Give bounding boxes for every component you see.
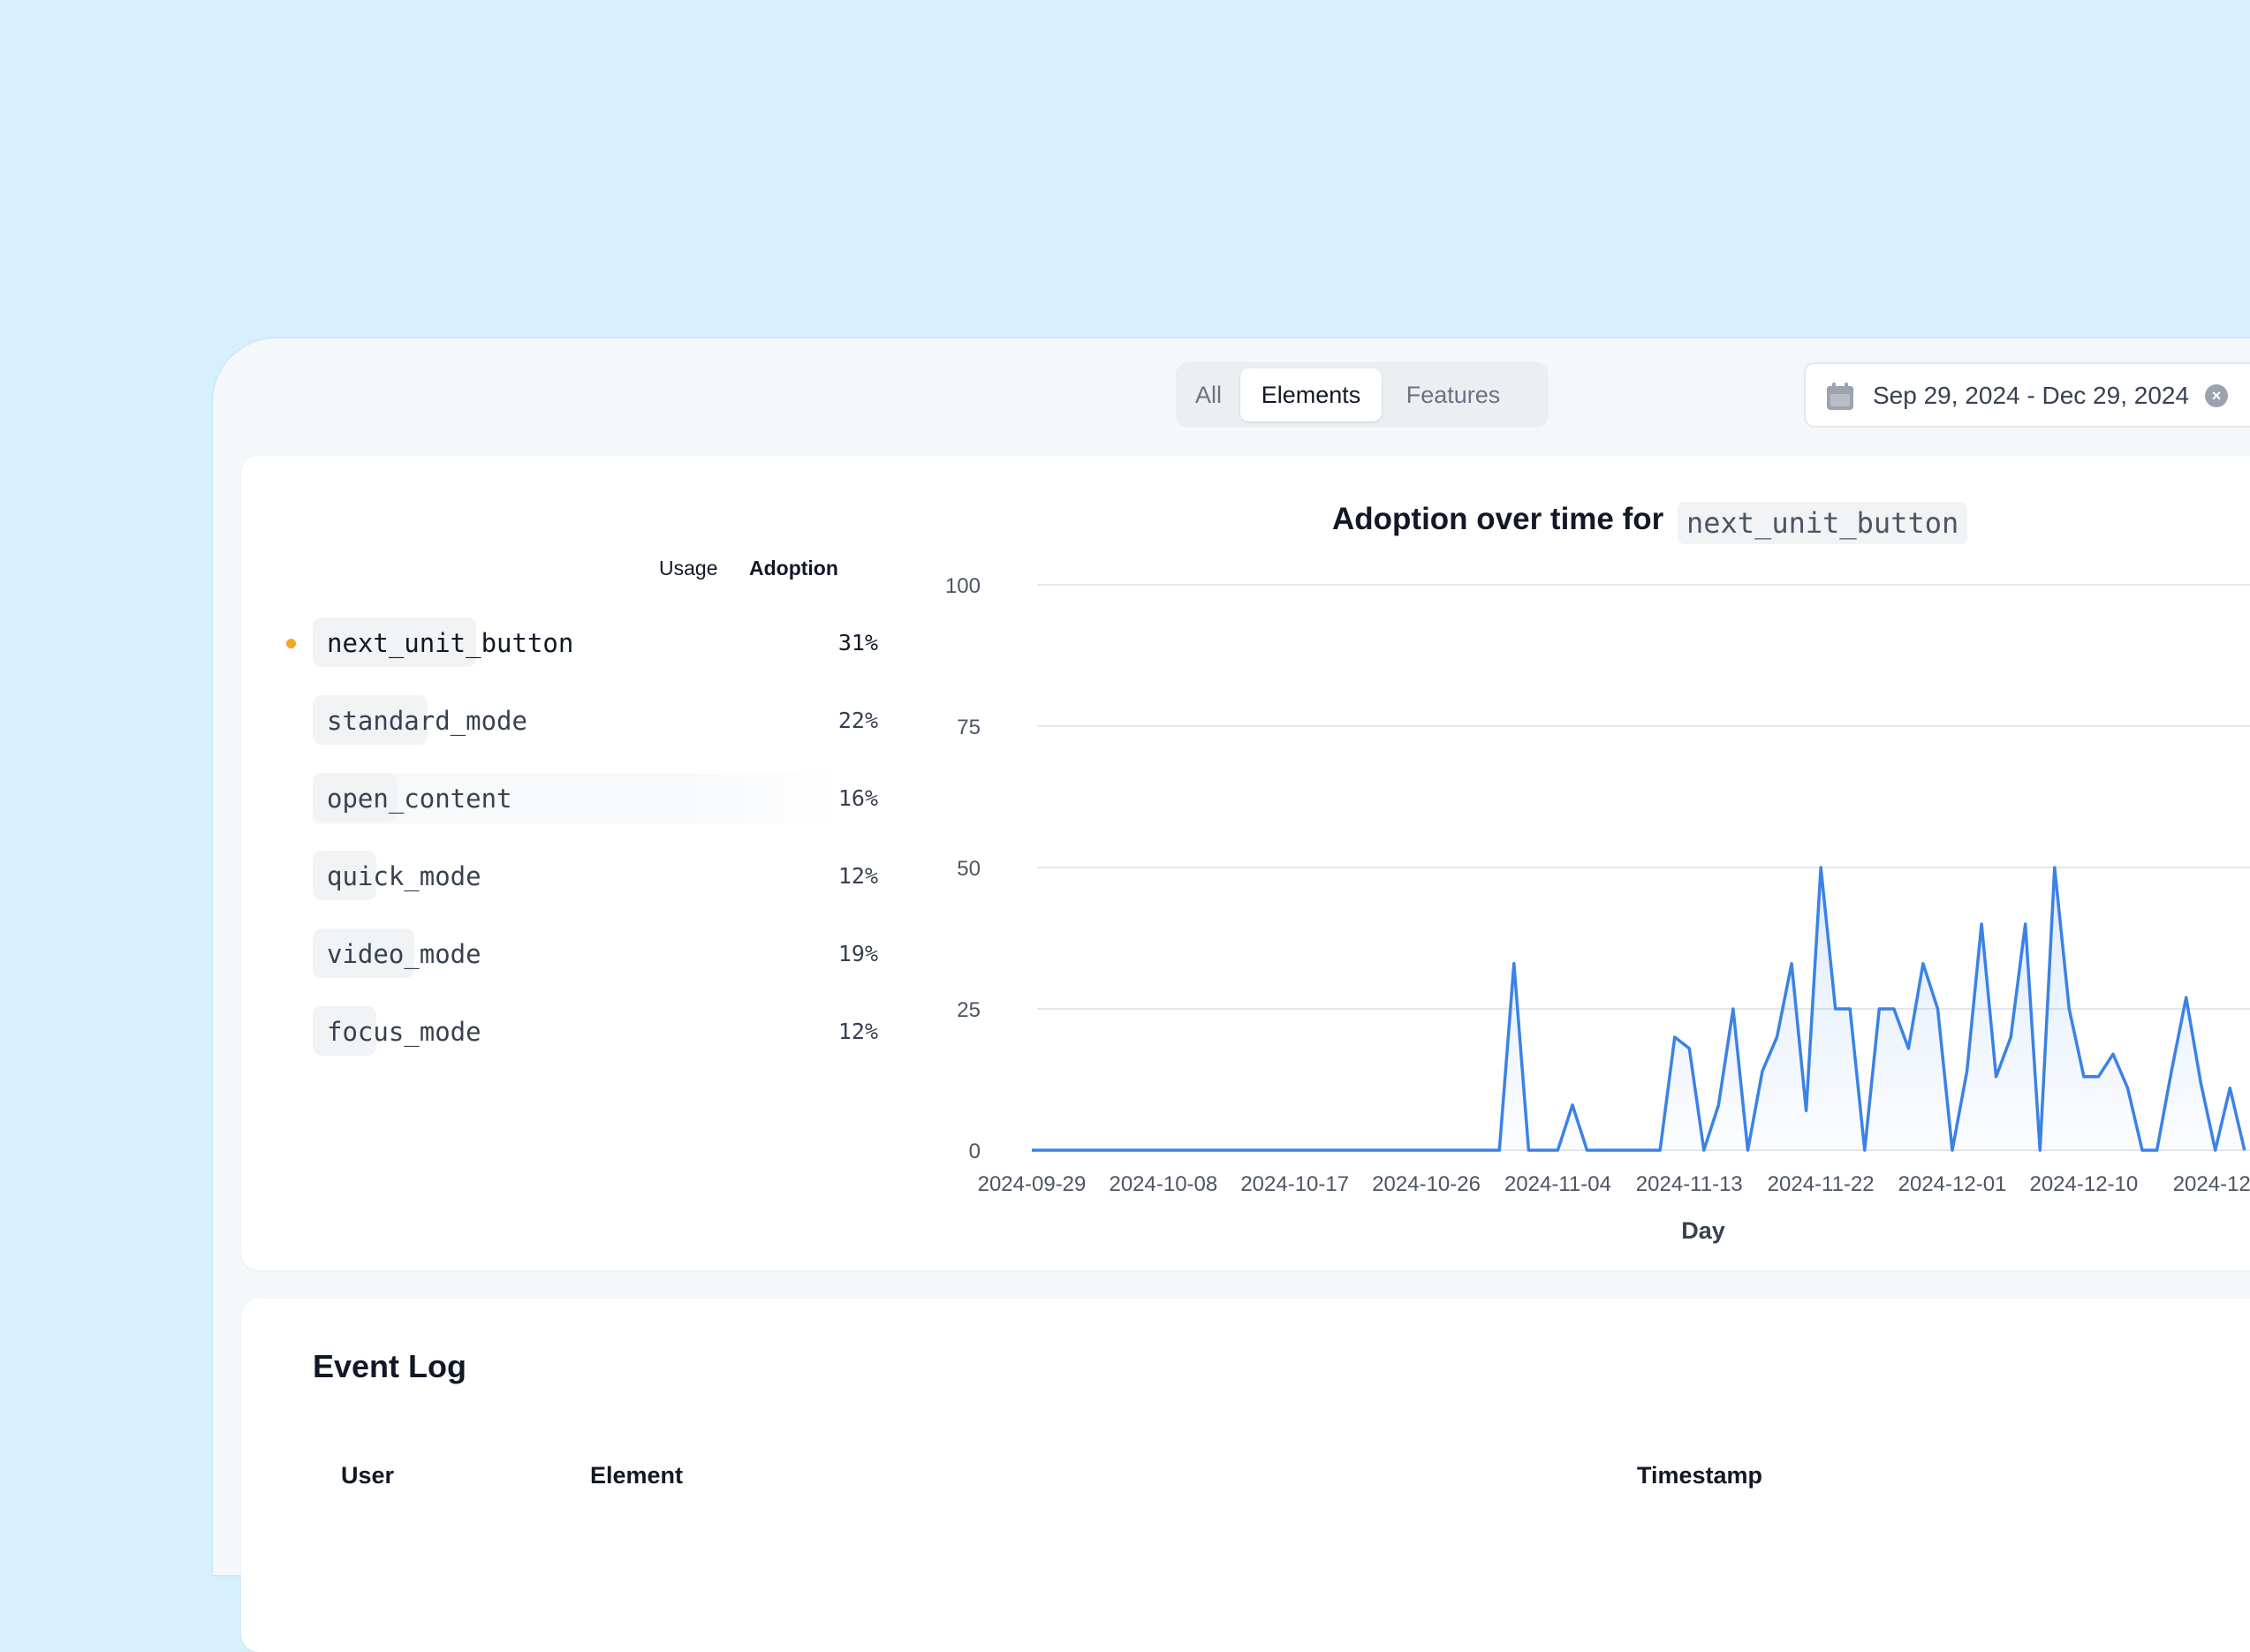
adoption-value: 19% [837, 941, 878, 966]
adoption-value: 31% [837, 630, 878, 655]
element-name-pill [313, 773, 397, 822]
element-name-pill [313, 618, 476, 667]
element-name: quick_mode [327, 861, 481, 891]
series-area [1032, 868, 2245, 1150]
x-tick-label: 2024-09-29 [978, 1172, 1087, 1196]
element-name: video_mode [327, 939, 481, 969]
view-tabs: All Elements Features [1176, 362, 1549, 428]
x-tick-label: 2024-11-13 [1636, 1172, 1743, 1196]
y-tick-label: 25 [957, 998, 981, 1022]
calendar-icon [1827, 383, 1853, 410]
adoption-value: 16% [837, 785, 878, 811]
date-range-label: Sep 29, 2024 - Dec 29, 2024 [1873, 382, 2190, 409]
selected-dot-icon [286, 639, 296, 648]
y-tick-label: 50 [957, 857, 981, 881]
date-range-picker[interactable]: Sep 29, 2024 - Dec 29, 2024 × [1804, 362, 2250, 428]
series-line [1032, 866, 2246, 1152]
adoption-value: 22% [837, 708, 878, 733]
element-name-pill [313, 1006, 376, 1056]
element-name-pill [313, 695, 428, 745]
tab-features[interactable]: Features [1405, 381, 1501, 408]
element-row[interactable]: quick_mode 12% [313, 851, 878, 902]
element-name: focus_mode [327, 1017, 481, 1047]
x-tick-label: 2024-12- [2173, 1172, 2250, 1196]
element-row[interactable]: next_unit_button 31% [286, 618, 878, 669]
x-tick-label: 2024-12-10 [2029, 1172, 2138, 1196]
x-tick-label: 2024-11-22 [1768, 1172, 1875, 1196]
y-tick-label: 0 [969, 1140, 981, 1163]
element-name: open_content [327, 784, 512, 814]
adoption-column-header[interactable]: Adoption [749, 557, 838, 580]
x-axis-label: Day [1681, 1217, 1725, 1244]
column-header-user[interactable]: User [341, 1462, 395, 1489]
element-name: next_unit_button [327, 628, 574, 658]
adoption-value: 12% [837, 1019, 878, 1044]
clear-icon[interactable]: × [2205, 384, 2228, 407]
x-tick-label: 2024-11-04 [1504, 1172, 1611, 1196]
usage-column-header[interactable]: Usage [659, 557, 718, 580]
column-header-timestamp[interactable]: Timestamp [1637, 1462, 1763, 1489]
column-header-element[interactable]: Element [590, 1462, 684, 1489]
x-tick-label: 2024-10-08 [1109, 1172, 1217, 1196]
element-row[interactable]: focus_mode 12% [313, 1006, 878, 1057]
adoption-line-chart: 0 25 50 75 100 2024-09-29 2024-10-08 2024-10-17… [945, 574, 2250, 1244]
x-tick-label: 2024-10-17 [1240, 1172, 1349, 1196]
tab-all[interactable]: All [1194, 381, 1222, 408]
event-log-card [241, 1299, 2250, 1652]
element-row[interactable]: video_mode 19% [313, 928, 878, 980]
x-tick-label: 2024-12-01 [1898, 1172, 2007, 1196]
y-tick-label: 75 [957, 716, 981, 739]
event-log-title: Event Log [313, 1348, 467, 1384]
element-row[interactable]: standard_mode 22% [313, 695, 878, 746]
y-tick-label: 100 [945, 574, 981, 598]
chart-title: Adoption over time for [1332, 502, 1664, 536]
chart-title-element: next_unit_button [1678, 502, 1968, 544]
tab-elements[interactable]: Elements [1240, 368, 1382, 421]
x-tick-label: 2024-10-26 [1372, 1172, 1481, 1196]
adoption-value: 12% [837, 863, 878, 889]
element-name: standard_mode [327, 706, 527, 736]
element-name-pill [313, 928, 414, 978]
element-name-pill [313, 851, 376, 900]
element-row[interactable]: open_content 16% [313, 773, 878, 824]
